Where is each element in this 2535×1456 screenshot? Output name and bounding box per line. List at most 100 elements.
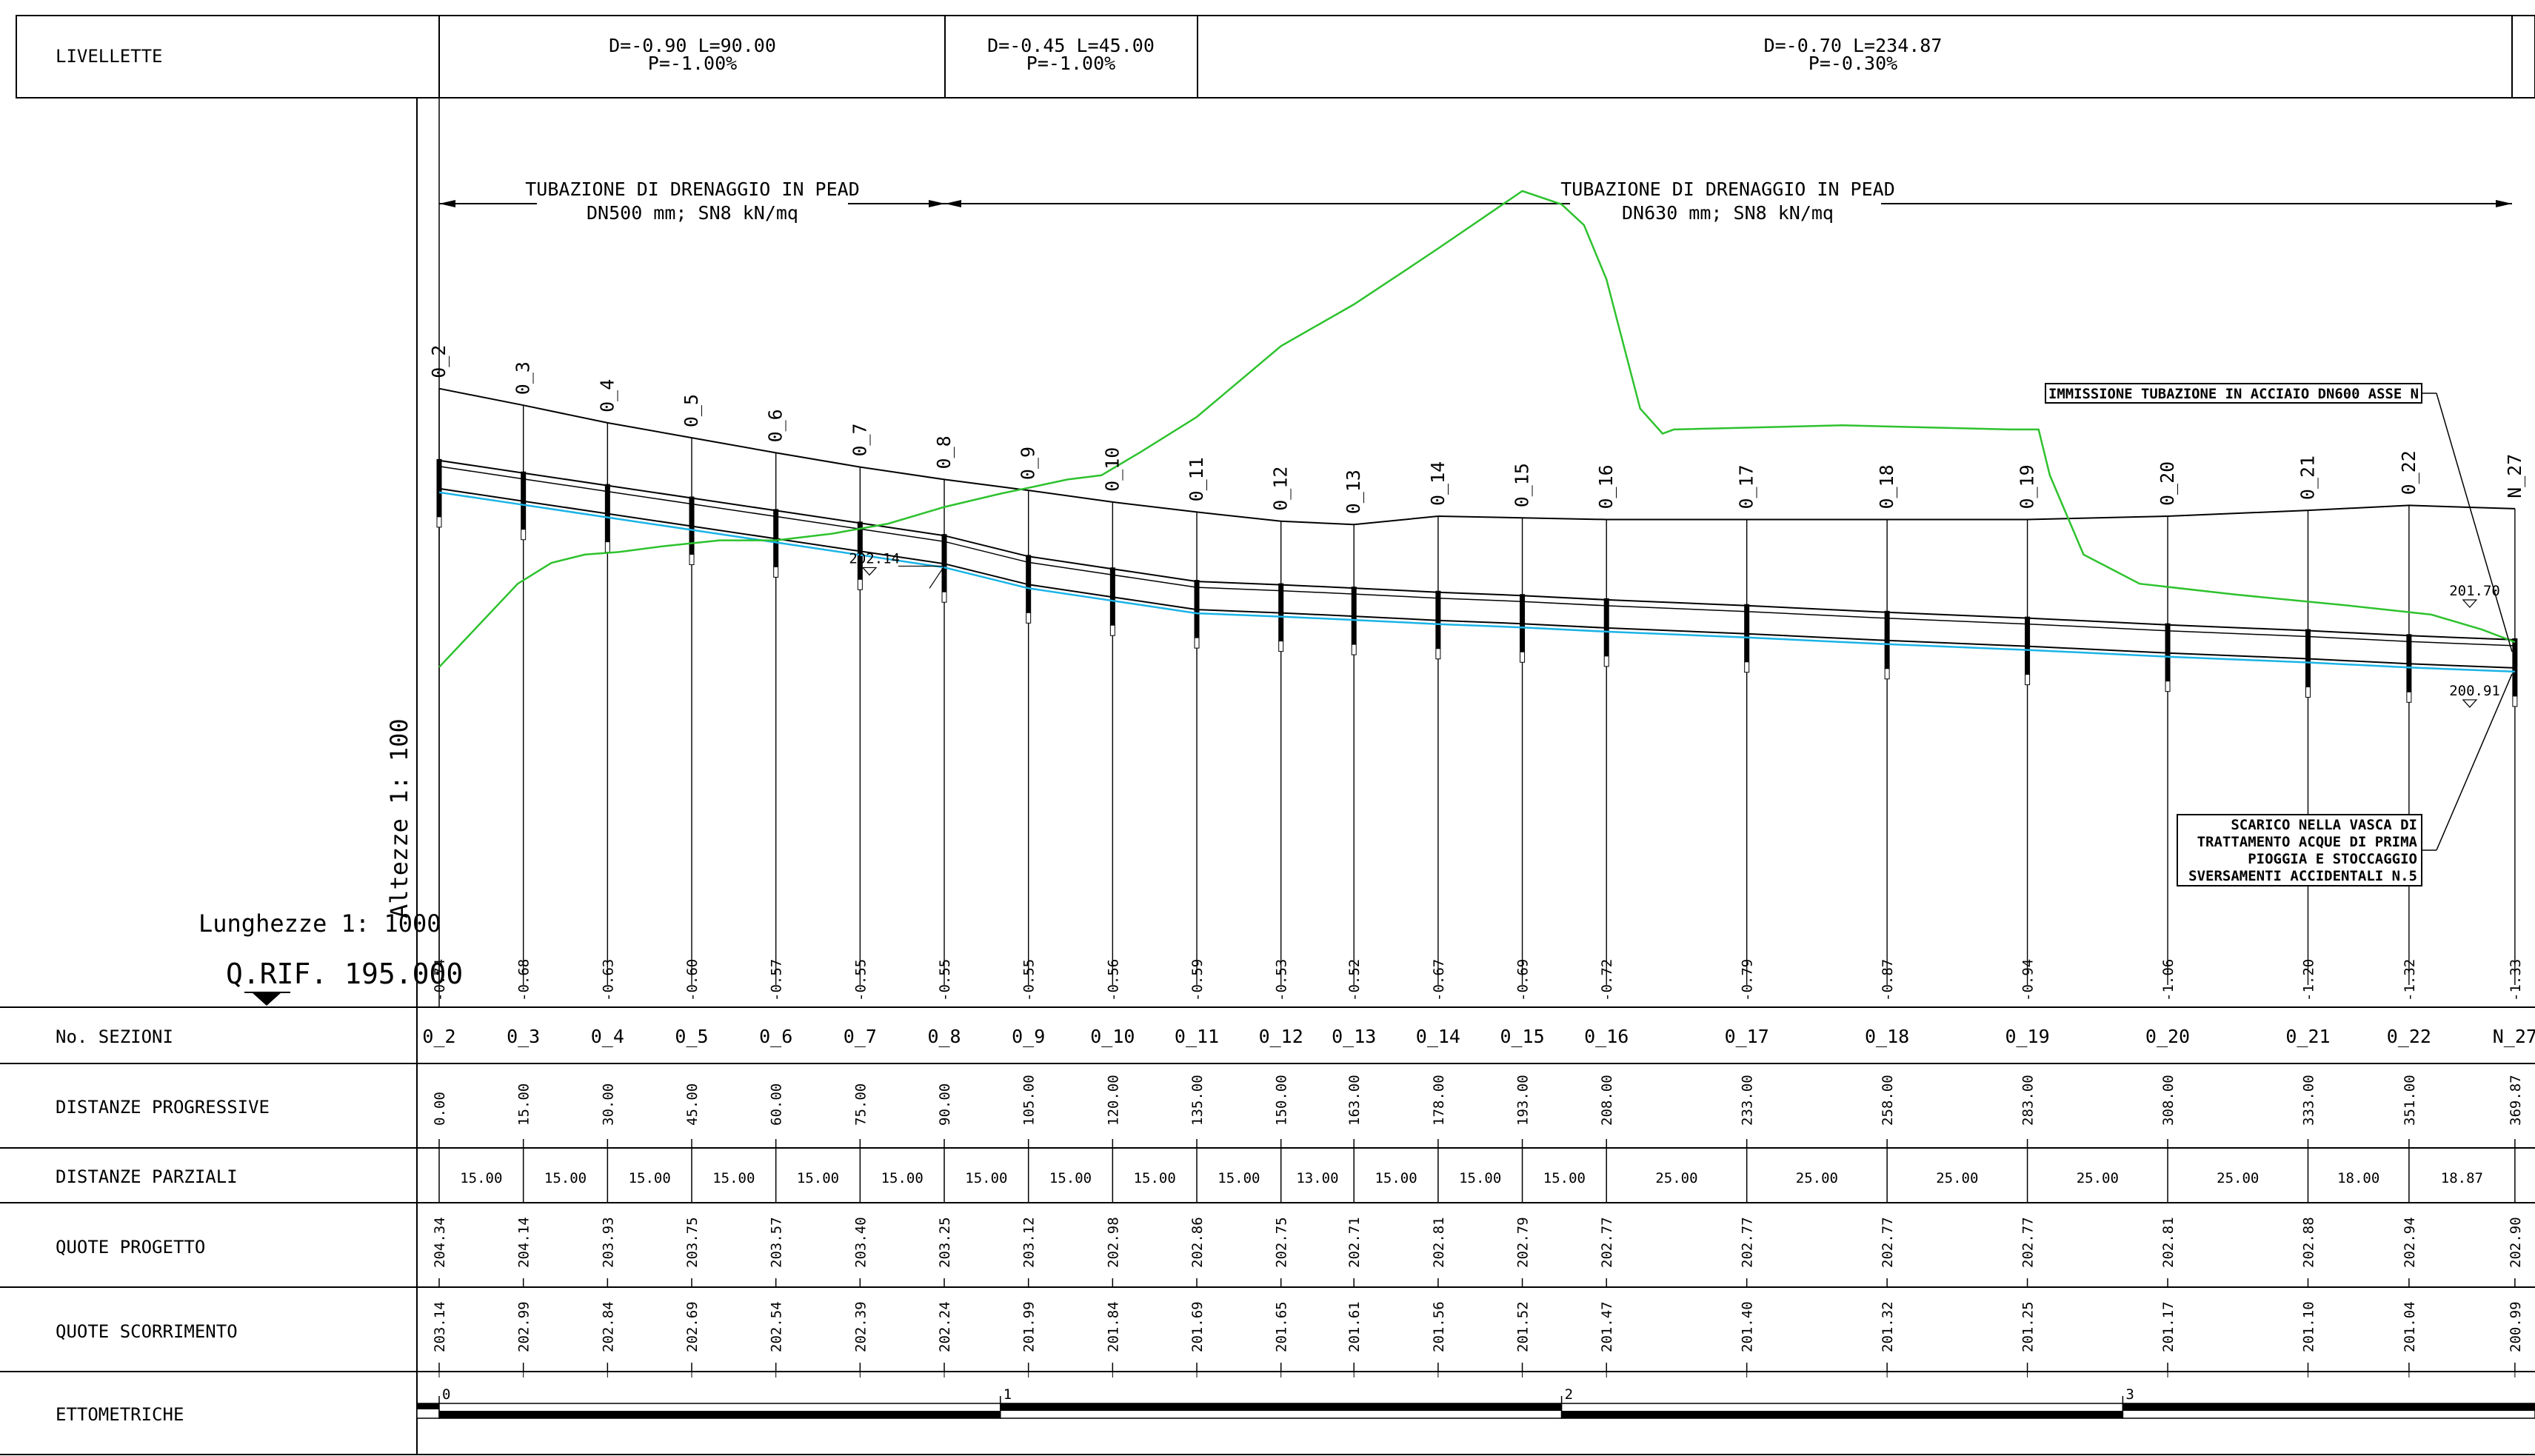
scarico-line-2: TRATTAMENTO ACQUE DI PRIMA xyxy=(2197,834,2418,850)
manhole-base xyxy=(1435,648,1441,660)
partial-value: 25.00 xyxy=(1655,1170,1697,1186)
depth-label: -0.87 xyxy=(1880,959,1896,1001)
depth-label: -0.52 xyxy=(1346,959,1363,1001)
depth-label: -0.63 xyxy=(600,959,616,1001)
progressive-value: 150.00 xyxy=(1274,1075,1290,1126)
design-value: 202.77 xyxy=(1880,1217,1896,1268)
depth-label: -0.94 xyxy=(2020,959,2037,1001)
ettometriche-bar: 0 1 2 3 xyxy=(416,1386,2535,1419)
design-value: 204.34 xyxy=(432,1217,448,1268)
partial-value: 15.00 xyxy=(1218,1170,1260,1186)
partial-value: 15.00 xyxy=(1375,1170,1417,1186)
design-value: 203.57 xyxy=(769,1217,785,1268)
section-label: 0_15 xyxy=(1512,463,1533,507)
row-title-design: QUOTE PROGETTO xyxy=(56,1237,205,1258)
partial-value: 18.87 xyxy=(2441,1170,2483,1186)
section-label: 0_16 xyxy=(1595,464,1617,509)
manhole-base xyxy=(436,516,442,528)
design-value: 202.88 xyxy=(2300,1217,2317,1268)
pipe-2-line2: DN630 mm; SN8 kN/mq xyxy=(1622,202,1834,224)
pipe-2-line1: TUBAZIONE DI DRENAGGIO IN PEAD xyxy=(1560,178,1895,200)
partial-value: 15.00 xyxy=(797,1170,839,1186)
design-value: 202.98 xyxy=(1105,1217,1121,1268)
partial-value: 15.00 xyxy=(1459,1170,1501,1186)
flow-value: 202.39 xyxy=(852,1301,869,1352)
terrain-line xyxy=(438,190,2516,668)
flow-value: 201.69 xyxy=(1189,1301,1206,1352)
progressive-value: 369.87 xyxy=(2508,1075,2524,1126)
level-marker-label: 201.70 xyxy=(2449,583,2500,599)
manhole-shaft xyxy=(436,458,442,517)
section-name: 0_3 xyxy=(507,1026,540,1047)
design-value: 203.93 xyxy=(600,1217,616,1268)
livelletta-2-line2: P=-1.00% xyxy=(1026,53,1115,74)
etto-label: 0 xyxy=(442,1386,450,1403)
depth-label: -0.74 xyxy=(432,959,448,1001)
design-value: 202.77 xyxy=(1599,1217,1615,1268)
progressive-value: 0.00 xyxy=(432,1092,448,1126)
design-value: 203.40 xyxy=(852,1217,869,1268)
marker-leader xyxy=(929,566,945,589)
progressive-value: 90.00 xyxy=(937,1083,953,1126)
manhole-base xyxy=(2165,681,2171,692)
depth-label: -0.55 xyxy=(1021,959,1038,1001)
design-line xyxy=(438,387,2515,526)
manhole-base xyxy=(689,554,695,566)
progressive-value: 105.00 xyxy=(1021,1075,1038,1126)
manhole-base xyxy=(2512,695,2518,707)
depth-label: -0.57 xyxy=(769,959,785,1001)
progressive-value: 308.00 xyxy=(2160,1075,2177,1126)
design-value: 202.77 xyxy=(1740,1217,1756,1268)
progressive-value: 15.00 xyxy=(516,1083,532,1126)
design-value: 202.81 xyxy=(1431,1217,1447,1268)
progressive-value: 45.00 xyxy=(684,1083,701,1126)
immissione-note: IMMISSIONE TUBAZIONE IN ACCIAIO DN600 AS… xyxy=(2045,383,2513,652)
progressive-value: 193.00 xyxy=(1515,1075,1532,1126)
depth-label: -0.72 xyxy=(1599,959,1615,1001)
row-title-progressive: DISTANZE PROGRESSIVE xyxy=(56,1097,270,1118)
qrif-label: Q.RIF. 195.000 xyxy=(226,958,463,990)
partial-value: 25.00 xyxy=(1796,1170,1838,1186)
section-name: 0_7 xyxy=(844,1026,877,1047)
partial-value: 25.00 xyxy=(1936,1170,1978,1186)
data-table: No. SEZIONI DISTANZE PROGRESSIVE DISTANZ… xyxy=(0,1006,2535,1455)
flow-value: 201.17 xyxy=(2160,1301,2177,1352)
level-marker-icon xyxy=(861,567,878,576)
design-value: 202.86 xyxy=(1189,1217,1206,1268)
depth-label: -0.55 xyxy=(852,959,869,1001)
etto-label: 2 xyxy=(1565,1386,1573,1403)
manhole-base xyxy=(1194,637,1200,649)
manhole-base xyxy=(1520,651,1526,663)
manhole-base xyxy=(941,591,947,603)
depth-label: -0.79 xyxy=(1740,959,1756,1001)
manhole-base xyxy=(1744,661,1750,673)
manhole-shaft xyxy=(941,534,947,592)
pipe-1-line2: DN500 mm; SN8 kN/mq xyxy=(587,202,798,224)
livelletta-1-line1: D=-0.90 L=90.00 xyxy=(609,35,776,56)
partial-value: 25.00 xyxy=(2217,1170,2259,1186)
section-name: 0_16 xyxy=(1584,1026,1629,1047)
immissione-text: IMMISSIONE TUBAZIONE IN ACCIAIO DN600 AS… xyxy=(2048,386,2419,402)
section-label: 0_8 xyxy=(933,435,955,469)
level-marker-label: 200.91 xyxy=(2449,683,2500,699)
scarico-note: SCARICO NELLA VASCA DI TRATTAMENTO ACQUE… xyxy=(2177,673,2513,886)
design-value: 204.14 xyxy=(516,1217,532,1268)
section-name: 0_2 xyxy=(422,1026,455,1047)
progressive-value: 178.00 xyxy=(1431,1075,1447,1126)
partial-value: 18.00 xyxy=(2337,1170,2379,1186)
manhole-base xyxy=(1351,644,1357,655)
depth-label: -0.67 xyxy=(1431,959,1447,1001)
depth-label: -0.69 xyxy=(1515,959,1532,1001)
manhole-base xyxy=(521,529,527,541)
flow-value: 201.47 xyxy=(1599,1301,1615,1352)
section-name: 0_14 xyxy=(1416,1026,1460,1047)
manhole-base xyxy=(2025,674,2031,686)
depth-label: -1.20 xyxy=(2300,959,2317,1001)
depth-label: -0.55 xyxy=(937,959,953,1001)
section-name: 0_21 xyxy=(2285,1026,2330,1047)
section-label: 0_14 xyxy=(1427,461,1449,506)
livelletta-3-line2: P=-0.30% xyxy=(1808,53,1897,74)
section-name: 0_4 xyxy=(591,1026,624,1047)
etto-segment-fill xyxy=(1561,1411,2123,1418)
